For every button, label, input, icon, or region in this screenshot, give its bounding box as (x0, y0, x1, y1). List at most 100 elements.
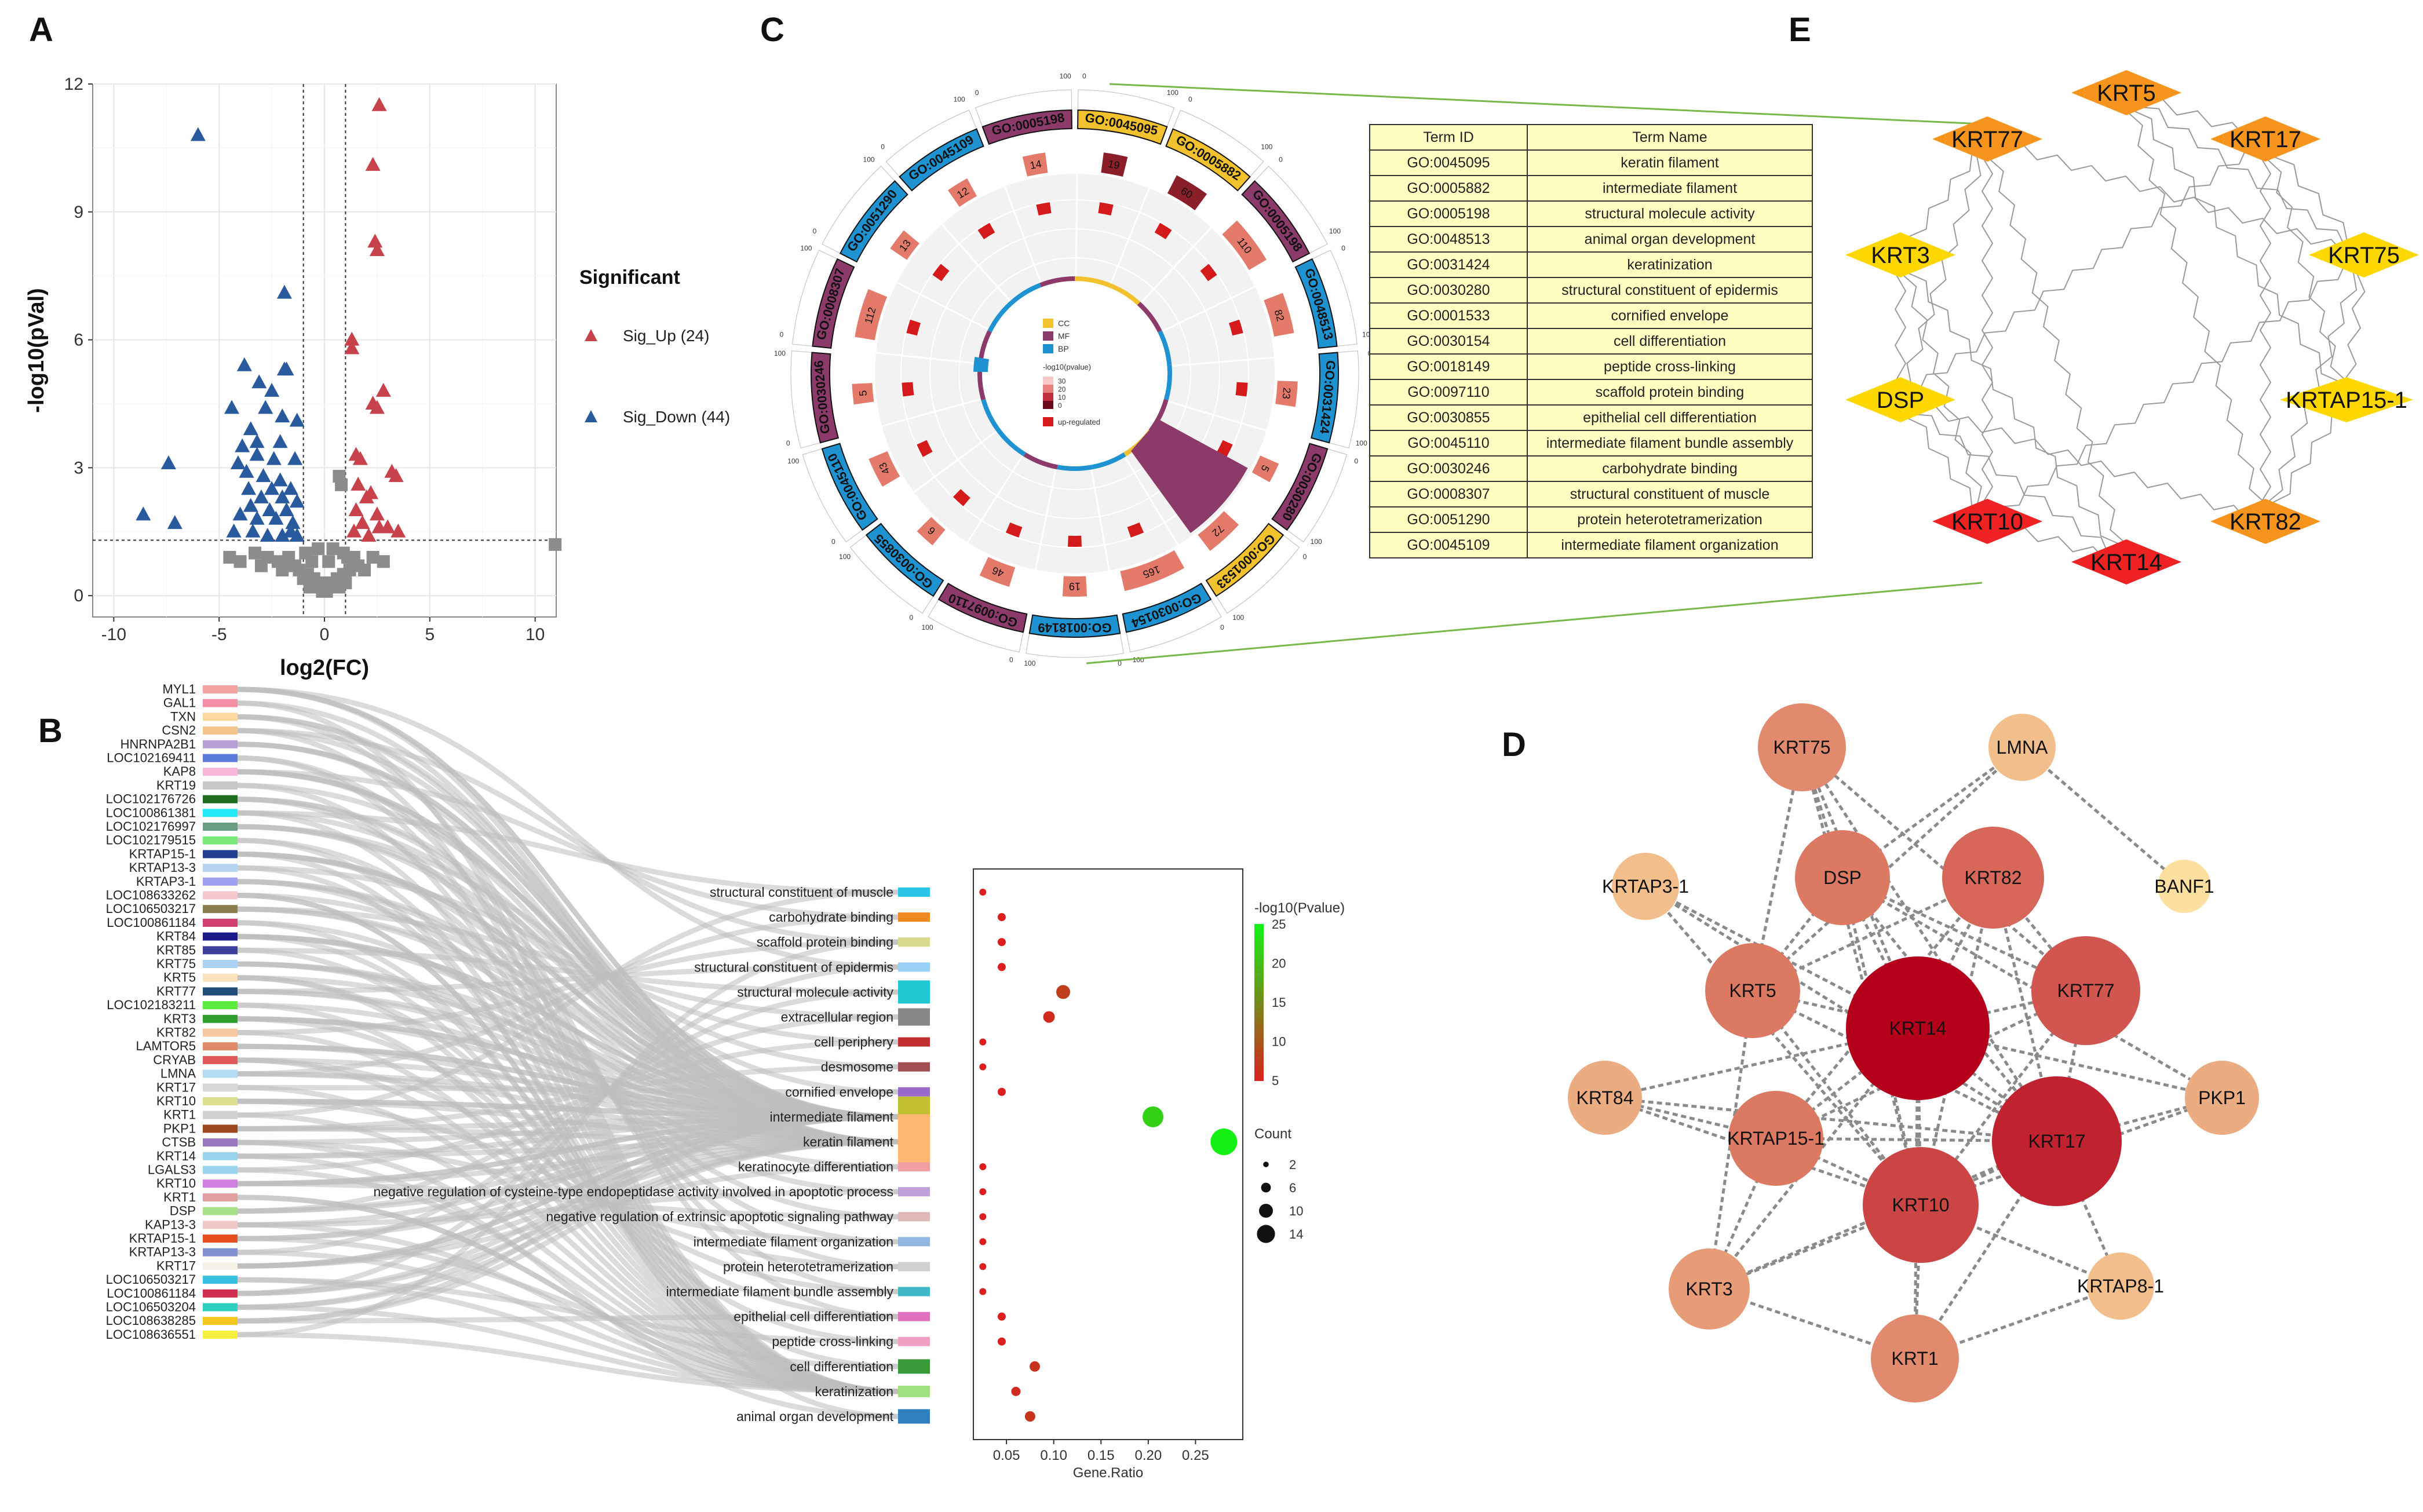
term-label: cornified envelope (785, 1084, 893, 1100)
data-point (326, 542, 340, 556)
legend-swatch (1043, 319, 1053, 328)
network-node-label: KRT17 (2229, 127, 2301, 152)
legend-swatch (1043, 344, 1053, 353)
scale-label: 100 (954, 96, 965, 104)
highlight-wedge (973, 357, 990, 372)
legend-marker (585, 329, 597, 341)
colorbar-tick-label: 20 (1272, 956, 1286, 971)
x-tick-label: 0.05 (993, 1448, 1020, 1463)
data-point (272, 434, 288, 448)
go-term-id: GO:0097110 (1369, 379, 1528, 406)
sankey-flow (237, 810, 899, 895)
data-point (232, 506, 248, 521)
colorbar-segment (1254, 1054, 1264, 1060)
gene-color-bar (203, 1083, 238, 1092)
data-point (285, 515, 301, 529)
gene-color-bar (203, 1166, 238, 1174)
gene-color-bar (203, 891, 238, 900)
network-edge (1751, 876, 1844, 992)
gene-count-bar (855, 289, 888, 341)
data-point (375, 382, 391, 397)
sector-band (811, 352, 840, 444)
go-term-name: structural constituent of muscle (1527, 481, 1813, 507)
sankey-flow (237, 1314, 899, 1324)
legend-title: -log10(pvalue) (1043, 363, 1091, 371)
gene-label: KRT77 (156, 984, 196, 998)
sankey-flow (237, 769, 899, 920)
data-point (224, 400, 239, 414)
colorbar-segment (1254, 955, 1264, 961)
gene-count-bar (917, 517, 946, 546)
colorbar-segment (1254, 1023, 1264, 1029)
colorbar-segment (1254, 945, 1264, 951)
go-term-name: cell differentiation (1527, 328, 1813, 355)
dot-point (1143, 1106, 1163, 1127)
data-point (266, 451, 282, 465)
sector-band (865, 523, 944, 597)
data-point (223, 550, 236, 564)
go-term-name: structural constituent of epidermis (1527, 277, 1813, 304)
gene-color-bar (203, 699, 238, 707)
up-regulated-bar (1068, 535, 1082, 547)
gene-color-bar (203, 1124, 238, 1133)
scale-label: 0 (780, 331, 784, 339)
network-node (2071, 70, 2181, 115)
gene-label: LOC100861184 (107, 915, 196, 930)
data-point (256, 468, 271, 483)
colorbar-segment (1254, 1028, 1264, 1034)
x-tick-label: 0 (320, 625, 330, 644)
gene-color-bar (203, 809, 238, 817)
inner-ring (1092, 452, 1126, 470)
colorbar-segment (1254, 981, 1264, 987)
y-tick-label: 9 (74, 203, 83, 222)
dot-point (979, 1188, 987, 1196)
network-node (2185, 1061, 2259, 1135)
scale-label: 0 (1009, 656, 1013, 664)
gene-count-bar (1275, 381, 1298, 407)
gene-label: HNRNPA2B1 (121, 737, 196, 751)
sankey-flow (237, 989, 899, 1255)
scale-label: 100 (1060, 72, 1071, 80)
y-tick-label: 12 (64, 75, 83, 94)
x-tick-label: -10 (101, 625, 126, 644)
network-edge (1800, 747, 1922, 1206)
sankey-flow (237, 1016, 899, 1320)
scale-label: 0 (1220, 623, 1224, 631)
data-point (335, 478, 348, 491)
scale-label: 100 (1232, 613, 1244, 622)
gene-label: KRT3 (163, 1011, 196, 1026)
term-label: extracellular region (781, 1009, 893, 1024)
go-term-id: GO:0005882 (1369, 175, 1528, 202)
network-node-label: KRT3 (1685, 1279, 1732, 1299)
network-node (1705, 943, 1800, 1038)
term-color-bar (898, 1037, 930, 1047)
gene-count-bar (852, 383, 874, 405)
network-edge (2126, 92, 2266, 523)
go-term-id: GO:0045095 (1369, 149, 1528, 176)
gene-color-bar (203, 713, 238, 721)
go-table-header-id: Term ID (1369, 124, 1528, 151)
up-regulated-bar (1229, 319, 1244, 336)
gene-label: KAP8 (163, 764, 196, 779)
data-point (380, 519, 396, 534)
up-regulated-bar (906, 319, 921, 336)
inner-ring (1163, 364, 1172, 400)
sector-band (1205, 523, 1285, 597)
colorbar-segment (1254, 924, 1264, 930)
up-regulated-bar (1200, 263, 1218, 282)
data-point (358, 564, 371, 577)
sankey-flow (237, 1332, 899, 1394)
colorbar-segment (1254, 1018, 1264, 1024)
sector-band (937, 582, 1028, 633)
inner-ring (1158, 330, 1172, 366)
colorbar-segment (1254, 1002, 1264, 1008)
go-term-id: GO:0045109 (1369, 532, 1528, 558)
go-table-row: GO:0005198 structural molecule activity (1369, 200, 1813, 227)
scale-label: 0 (1279, 155, 1283, 163)
network-edge (1900, 399, 1992, 519)
go-term-id: GO:0031424 (1369, 251, 1528, 278)
term-color-bar (898, 1187, 930, 1197)
colorbar-segment (1254, 1049, 1264, 1055)
network-node-label: PKP1 (2198, 1087, 2246, 1108)
up-regulated-bar (1235, 382, 1249, 397)
